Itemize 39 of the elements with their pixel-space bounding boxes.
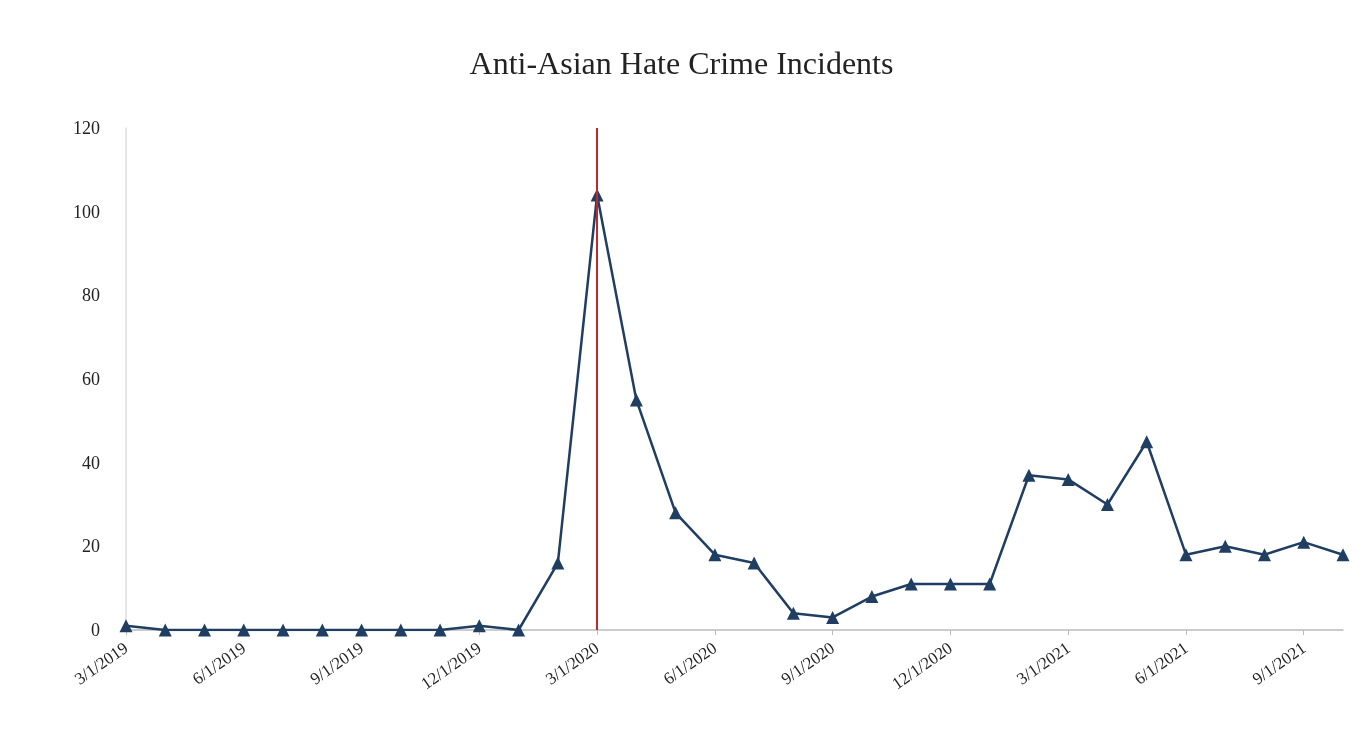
- point: [355, 623, 369, 637]
- point: [315, 623, 329, 637]
- point: [747, 556, 761, 570]
- point: [158, 623, 172, 637]
- y-tick-label: 60: [82, 369, 100, 389]
- point: [198, 623, 212, 637]
- point: [394, 623, 408, 637]
- point: [551, 556, 565, 570]
- point: [983, 577, 997, 591]
- point: [1179, 548, 1193, 562]
- y-tick-label: 80: [82, 285, 100, 306]
- point: [512, 623, 526, 637]
- point: [786, 606, 800, 620]
- point: [1257, 548, 1271, 562]
- point: [472, 619, 486, 633]
- point: [669, 506, 683, 520]
- point: [826, 610, 840, 624]
- point: [1100, 498, 1114, 511]
- point: [1140, 435, 1154, 449]
- y-tick-label: 20: [82, 536, 100, 557]
- point: [1218, 539, 1232, 553]
- point: [629, 393, 643, 407]
- y-tick-label: 120: [73, 118, 100, 138]
- y-tick-label: 40: [82, 452, 100, 473]
- point: [943, 577, 957, 591]
- point: [1022, 468, 1036, 482]
- point: [276, 623, 290, 637]
- point: [119, 619, 133, 633]
- point: [433, 623, 447, 637]
- point: [237, 623, 251, 637]
- point: [1061, 472, 1075, 486]
- point: [904, 577, 918, 591]
- point: [1336, 548, 1350, 562]
- point: [708, 548, 722, 562]
- chart-title: Anti-Asian Hate Crime Incidents: [469, 45, 894, 81]
- point: [1297, 535, 1311, 549]
- y-tick-label: 0: [91, 620, 100, 640]
- point: [865, 590, 879, 604]
- y-tick-label: 100: [73, 201, 100, 222]
